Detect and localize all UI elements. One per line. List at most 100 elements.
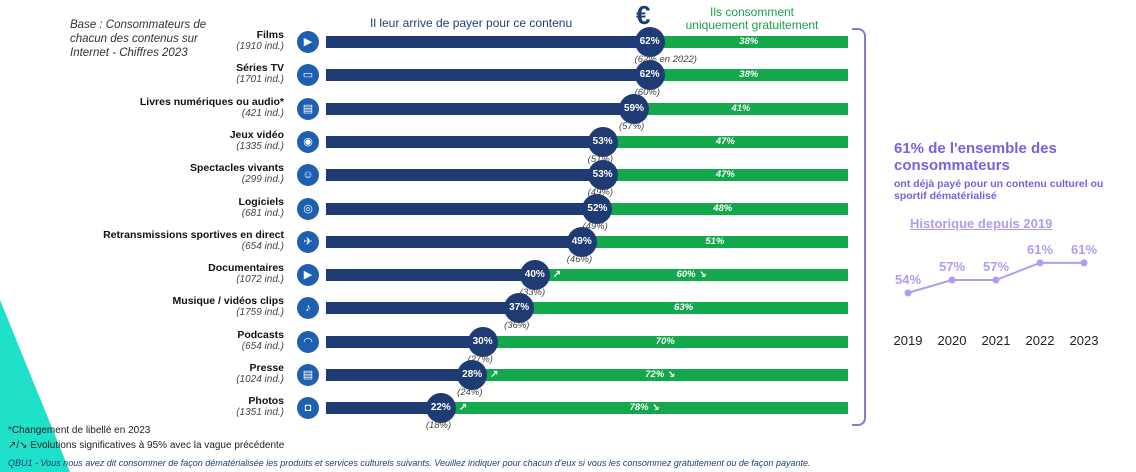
bar-paid (326, 402, 441, 415)
free-value-label: 63% (674, 302, 694, 314)
history-point (904, 289, 912, 297)
category-label: Spectacles vivants (299 ind.) (24, 162, 284, 185)
footnote-changed-label: *Changement de libellé en 2023 (8, 425, 151, 436)
previous-value-label: (60%) (634, 87, 660, 99)
footnote-arrows: ↗/↘ Evolutions significatives à 95% avec… (8, 440, 284, 451)
paid-value-label: 62% (634, 27, 665, 57)
paid-value-label: 22% (425, 393, 456, 424)
ebook-icon: ▤ (297, 97, 319, 120)
paid-value-label: 40% (519, 260, 550, 291)
previous-value-label: (57%) (618, 120, 645, 132)
category-label: Photos (1351 ind.) (24, 395, 284, 418)
paid-value-label: 30% (467, 326, 498, 357)
paid-value-label: 53% (587, 126, 618, 157)
arrows-legend-text: Evolutions significatives à 95% avec la … (30, 440, 285, 451)
gamepad-icon: ◉ (297, 130, 319, 153)
header-free: Ils consomment uniquement gratuitement (672, 6, 832, 32)
category-name: Jeux vidéo (229, 128, 284, 141)
category-name: Films (256, 29, 284, 41)
music-icon: ♪ (297, 297, 319, 320)
bar-free (649, 36, 848, 48)
previous-value-label: (27%) (467, 353, 493, 365)
trend-up-icon: ↗ (458, 402, 468, 414)
history-point (1080, 259, 1088, 267)
bar-paid (326, 169, 603, 182)
history-value-label: 61% (1027, 242, 1053, 257)
software-disc-icon: ◎ (297, 197, 319, 220)
free-value-label: 47% (715, 135, 735, 147)
free-value-label: 60% ↘ (676, 269, 707, 281)
history-year-label: 2022 (1026, 333, 1055, 348)
category-base: (1072 ind.) (236, 274, 284, 286)
category-name: Séries TV (236, 62, 284, 75)
history-point (948, 276, 956, 284)
free-value-label: 72% ↘ (645, 369, 675, 380)
category-base: (299 ind.) (241, 174, 284, 186)
bar-free (440, 402, 848, 415)
previous-value-label: (46%) (566, 253, 593, 265)
category-label: Séries TV (1701 ind.) (24, 62, 284, 85)
category-label: Logiciels (681 ind.) (24, 196, 284, 219)
history-point (1036, 259, 1044, 267)
bar-free (482, 335, 848, 348)
history-value-label: 61% (1071, 242, 1097, 257)
paid-value-label: 28% (457, 360, 488, 390)
free-value-label: 41% (731, 102, 751, 114)
bar-paid (326, 135, 603, 148)
category-label: Presse (1024 ind.) (24, 362, 284, 385)
category-name: Livres numériques ou audio* (139, 95, 284, 108)
history-year-label: 2020 (938, 333, 967, 348)
paid-value-label: 37% (504, 293, 535, 324)
category-name: Documentaires (208, 262, 284, 275)
trend-up-icon: ↗ (552, 269, 562, 281)
film-camera-icon: ▶ (297, 31, 319, 53)
category-base: (1759 ind.) (236, 307, 284, 319)
bar-paid (326, 36, 650, 48)
previous-value-label: (33%) (519, 287, 546, 299)
bar-free (472, 369, 848, 381)
bar-free (633, 102, 848, 115)
paid-value-label: 53% (587, 160, 618, 191)
summary-headline: 61% de l'ensemble des consommateurs (894, 140, 1057, 174)
category-label: Musique / vidéos clips (1759 ind.) (24, 295, 284, 318)
bar-free (519, 302, 848, 315)
category-label: Films (1910 ind.) (24, 29, 284, 52)
euro-icon: € (636, 0, 651, 30)
header-free-line2: uniquement gratuitement (685, 18, 819, 32)
previous-value-label: (51%) (588, 154, 613, 165)
bar-paid (326, 235, 582, 248)
bar-paid (326, 269, 535, 282)
category-base: (1351 ind.) (236, 407, 284, 419)
sport-runner-icon: ✈ (297, 230, 319, 253)
footnote-question: QBU1 - Vous nous avez dit consommer de f… (8, 458, 811, 468)
category-name: Musique / vidéos clips (172, 295, 284, 308)
category-name: Retransmissions sportives en direct (103, 228, 284, 241)
category-base: (654 ind.) (241, 240, 284, 252)
category-name: Spectacles vivants (190, 162, 284, 175)
category-label: Jeux vidéo (1335 ind.) (24, 129, 284, 152)
bar-paid (326, 202, 598, 215)
category-name: Podcasts (237, 328, 284, 341)
category-label: Podcasts (654 ind.) (24, 329, 284, 352)
history-point (992, 276, 1000, 284)
free-value-label: 51% (705, 235, 725, 247)
previous-value-label: (36%) (504, 320, 530, 332)
category-base: (1024 ind.) (236, 374, 284, 385)
category-base: (1335 ind.) (236, 140, 284, 152)
history-line-chart: 54% 2019 57% 2020 57% 2021 61% 2022 61% 2023 (894, 242, 1099, 348)
history-value-label: 57% (983, 259, 1009, 274)
free-value-label: 38% (739, 69, 759, 81)
bar-free (597, 202, 848, 215)
free-value-label: 47% (715, 169, 735, 181)
category-base: (1910 ind.) (236, 41, 284, 52)
category-name: Photos (248, 395, 284, 408)
bar-paid (326, 102, 634, 115)
category-name: Presse (249, 362, 284, 374)
history-title: Historique depuis 2019 (910, 216, 1053, 231)
arrows-legend-icon: ↗/↘ (8, 440, 28, 451)
category-name: Logiciels (238, 195, 284, 208)
previous-value-label: (62% en 2022) (634, 54, 697, 65)
paid-value-label: 49% (566, 226, 597, 257)
bar-free (581, 235, 848, 248)
